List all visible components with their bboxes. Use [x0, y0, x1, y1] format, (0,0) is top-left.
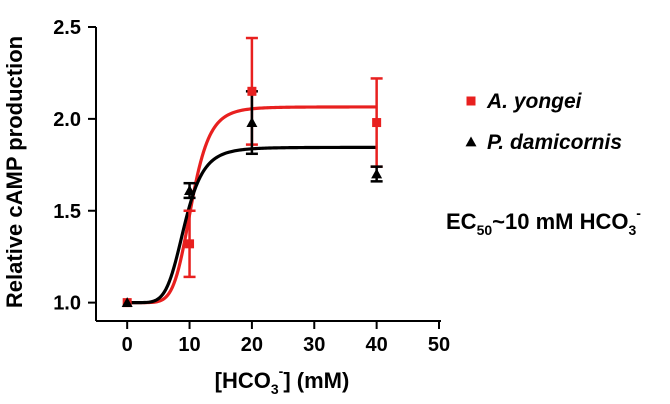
data-point [372, 118, 382, 128]
data-point [184, 185, 196, 195]
data-point [246, 117, 258, 127]
x-tick-label: 40 [366, 334, 388, 356]
data-point [247, 86, 257, 96]
x-tick-label: 0 [122, 334, 133, 356]
y-tick-label: 1.5 [53, 201, 81, 223]
data-point [371, 168, 383, 179]
axes: 1.0 1.5 2.0 2.5 0 10 20 30 40 50 [53, 17, 450, 356]
y-tick-label: 2.0 [53, 109, 81, 131]
legend-marker [465, 136, 477, 147]
y-tick-label: 1.0 [53, 293, 81, 315]
x-tick-label: 30 [303, 334, 325, 356]
y-axis-title: Relative cAMP production [2, 36, 27, 308]
x-tick-label: 50 [428, 334, 450, 356]
x-axis-title: [HCO3-] (mM) [215, 363, 350, 397]
data-points [121, 86, 383, 308]
x-tick-label: 10 [178, 334, 200, 356]
data-point [121, 297, 133, 308]
ec50-annotation: EC50~10 mM HCO3- [446, 205, 641, 238]
fit-curve-p-damicornis [127, 145, 377, 305]
legend: A. yongei P. damicornis [465, 90, 622, 154]
legend-marker [466, 96, 476, 106]
data-point [185, 239, 195, 249]
y-tick-label: 2.5 [53, 17, 81, 39]
error-bars [183, 36, 383, 279]
x-tick-label: 20 [241, 334, 263, 356]
legend-label: P. damicornis [487, 131, 622, 154]
legend-label: A. yongei [486, 90, 583, 113]
